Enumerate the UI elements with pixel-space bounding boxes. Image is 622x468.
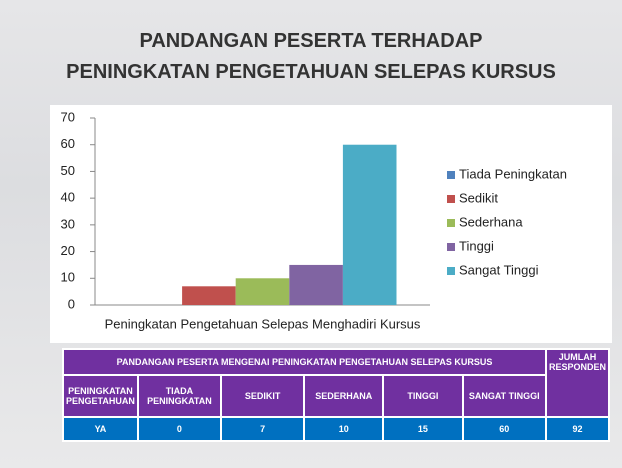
legend-label: Tinggi — [459, 238, 494, 253]
slide-title: PANDANGAN PESERTA TERHADAP PENINGKATAN P… — [0, 26, 622, 88]
title-line: PENINGKATAN PENGETAHUAN SELEPAS KURSUS — [0, 57, 622, 88]
table-header-cell: SEDIKIT — [221, 375, 304, 417]
x-tick-label: Peningkatan Pengetahuan Selepas Menghadi… — [105, 316, 421, 331]
table-header-cell: SEDERHANA — [304, 375, 383, 417]
table-cell: 10 — [304, 417, 383, 441]
bar — [343, 145, 397, 305]
chart-area — [50, 105, 612, 343]
title-line: PANDANGAN PESERTA TERHADAP — [0, 26, 622, 57]
table-header-cell: PENINGKATAN PENGETAHUAN — [63, 375, 138, 417]
legend-swatch — [447, 171, 455, 179]
table-header-cell: JUMLAH RESPONDEN — [546, 349, 609, 417]
table-title: PANDANGAN PESERTA MENGENAI PENINGKATAN P… — [63, 349, 546, 375]
bar — [289, 265, 343, 305]
bar — [182, 286, 236, 305]
y-tick-label: 10 — [61, 270, 75, 285]
legend-swatch — [447, 219, 455, 227]
legend-swatch — [447, 195, 455, 203]
table-header-cell: TIADA PENINGKATAN — [138, 375, 221, 417]
y-tick-label: 0 — [68, 296, 75, 311]
table-header-row: PENINGKATAN PENGETAHUAN TIADA PENINGKATA… — [63, 375, 609, 417]
y-tick-label: 70 — [61, 109, 75, 124]
table-cell: 92 — [546, 417, 609, 441]
bar — [236, 278, 290, 305]
legend-label: Tiada Peningkatan — [459, 166, 567, 181]
y-tick-label: 20 — [61, 243, 75, 258]
summary-table: PANDANGAN PESERTA MENGENAI PENINGKATAN P… — [62, 348, 610, 442]
table-row: YA 0 7 10 15 60 92 — [63, 417, 609, 441]
table-cell: 0 — [138, 417, 221, 441]
y-tick-label: 30 — [61, 216, 75, 231]
slide: 010203040506070Peningkatan Pengetahuan S… — [0, 0, 622, 468]
table-cell: YA — [63, 417, 138, 441]
table-header-cell: SANGAT TINGGI — [463, 375, 546, 417]
table-cell: 60 — [463, 417, 546, 441]
legend-label: Sederhana — [459, 214, 523, 229]
legend-label: Sedikit — [459, 190, 498, 205]
legend-swatch — [447, 267, 455, 275]
y-tick-label: 50 — [61, 163, 75, 178]
table-cell: 15 — [383, 417, 462, 441]
table-cell: 7 — [221, 417, 304, 441]
legend-label: Sangat Tinggi — [459, 262, 539, 277]
legend-swatch — [447, 243, 455, 251]
table-header-row: PANDANGAN PESERTA MENGENAI PENINGKATAN P… — [63, 349, 609, 375]
table-header-cell: TINGGI — [383, 375, 462, 417]
y-tick-label: 60 — [61, 136, 75, 151]
y-tick-label: 40 — [61, 190, 75, 205]
